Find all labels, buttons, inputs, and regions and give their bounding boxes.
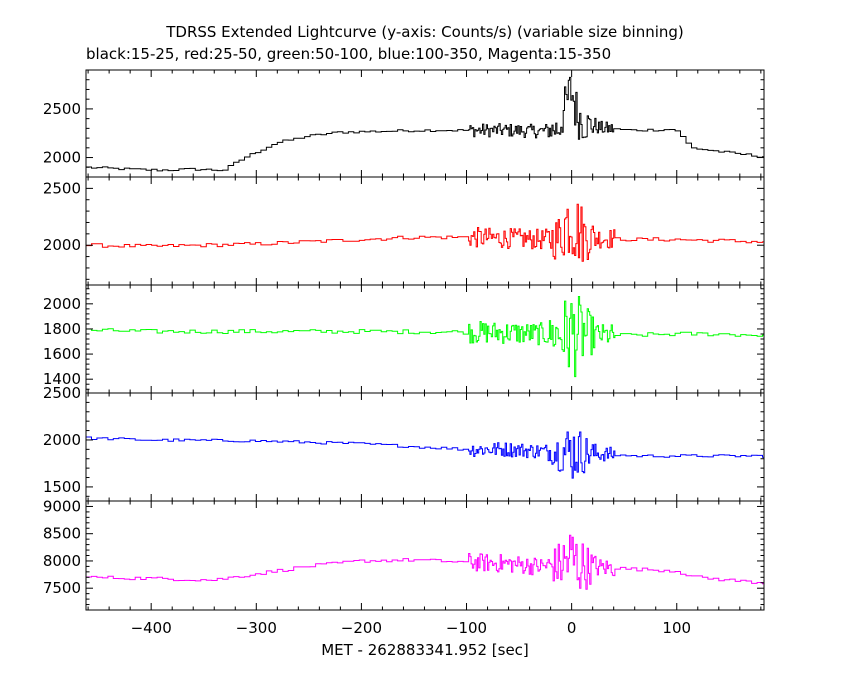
ytick-label-red-0: 2000 xyxy=(43,236,81,254)
panels-group: 2000250020002500140016001800200015002000… xyxy=(43,69,765,611)
panel-red: 2000 2500 xyxy=(43,176,765,286)
panel-blue: 1500 2000 2500 xyxy=(43,384,765,502)
ytick-label-blue-0: 1500 xyxy=(43,478,81,496)
xtick-label-3: −100 xyxy=(446,619,487,637)
panel-green: 1400 1600 1800 2000 xyxy=(43,284,765,394)
ytick-label-magenta-1: 8000 xyxy=(43,552,81,570)
ytick-label-magenta-3: 9000 xyxy=(43,497,81,515)
ytick-label-magenta-2: 8500 xyxy=(43,525,81,543)
x-axis: −400 −300 −200 −100 0 100 xyxy=(131,619,692,637)
x-axis-label: MET - 262883341.952 [sec] xyxy=(321,641,529,659)
series-line-magenta xyxy=(86,534,764,590)
xtick-label-4: 0 xyxy=(567,619,577,637)
ytick-label-green-2: 1800 xyxy=(43,320,81,338)
series-line-blue xyxy=(86,431,764,479)
xtick-label-1: −300 xyxy=(236,619,277,637)
ytick-label-red-1: 2500 xyxy=(43,179,81,197)
panel-frame-red xyxy=(85,176,765,286)
xtick-label-5: 100 xyxy=(662,619,691,637)
ytick-label-black-0: 2000 xyxy=(43,149,81,167)
ytick-label-blue-1: 2000 xyxy=(43,431,81,449)
xtick-label-0: −400 xyxy=(131,619,172,637)
series-line-black xyxy=(86,76,764,172)
panel-magenta: 7500 8000 8500 9000 xyxy=(43,497,765,611)
ytick-label-black-1: 2500 xyxy=(43,100,81,118)
series-line-red xyxy=(86,203,764,262)
chart-subtitle: black:15-25, red:25-50, green:50-100, bl… xyxy=(86,45,611,63)
ytick-label-magenta-0: 7500 xyxy=(43,579,81,597)
ytick-label-green-1: 1600 xyxy=(43,345,81,363)
chart-title: TDRSS Extended Lightcurve (y-axis: Count… xyxy=(165,23,684,41)
ytick-label-green-0: 1400 xyxy=(43,370,81,388)
xtick-label-2: −200 xyxy=(341,619,382,637)
panel-black: 2000 2500 xyxy=(43,69,765,178)
panel-frame-green xyxy=(85,284,765,394)
panel-frame-magenta xyxy=(85,500,765,611)
panel-frame-black xyxy=(85,69,765,178)
series-line-green xyxy=(86,296,764,378)
ytick-label-green-3: 2000 xyxy=(43,295,81,313)
ytick-label-blue-2: 2500 xyxy=(43,384,81,402)
